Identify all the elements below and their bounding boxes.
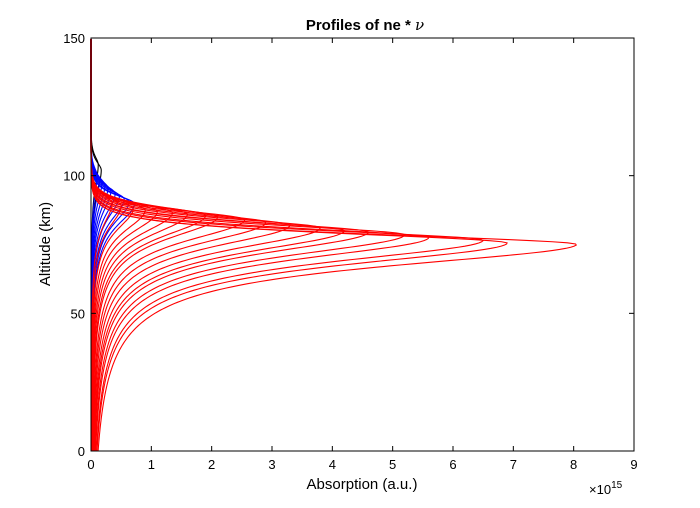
x-tick-label: 5 — [389, 457, 396, 472]
x-tick-label: 3 — [268, 457, 275, 472]
x-axis-multiplier-base: ×10 — [589, 482, 611, 497]
x-axis-multiplier: ×1015 — [589, 480, 623, 497]
y-tick-label: 0 — [78, 444, 85, 459]
x-tick-label: 7 — [510, 457, 517, 472]
axis-ticks: 0 1 2 3 4 5 6 7 8 9 0 50 100 150 — [63, 31, 637, 472]
x-tick-label: 4 — [329, 457, 336, 472]
x-tick-label: 6 — [449, 457, 456, 472]
axes-frame — [90, 37, 635, 452]
x-axis-title: Absorption (a.u.) — [307, 476, 418, 493]
x-tick-label: 9 — [630, 457, 637, 472]
x-axis-multiplier-exponent: 15 — [611, 480, 623, 491]
chart-title-text: Profiles of ne * — [306, 17, 415, 34]
x-tick-label: 2 — [208, 457, 215, 472]
x-tick-label: 1 — [148, 457, 155, 472]
y-tick-label: 100 — [63, 169, 85, 184]
y-axis-title: Altitude (km) — [37, 202, 54, 286]
y-tick-label: 150 — [63, 31, 85, 46]
chart-title-nu-symbol: ν — [415, 16, 424, 34]
chart-title: Profiles of ne * ν — [306, 16, 424, 34]
y-tick-label: 50 — [71, 306, 85, 321]
x-tick-label: 0 — [87, 457, 94, 472]
x-tick-label: 8 — [570, 457, 577, 472]
